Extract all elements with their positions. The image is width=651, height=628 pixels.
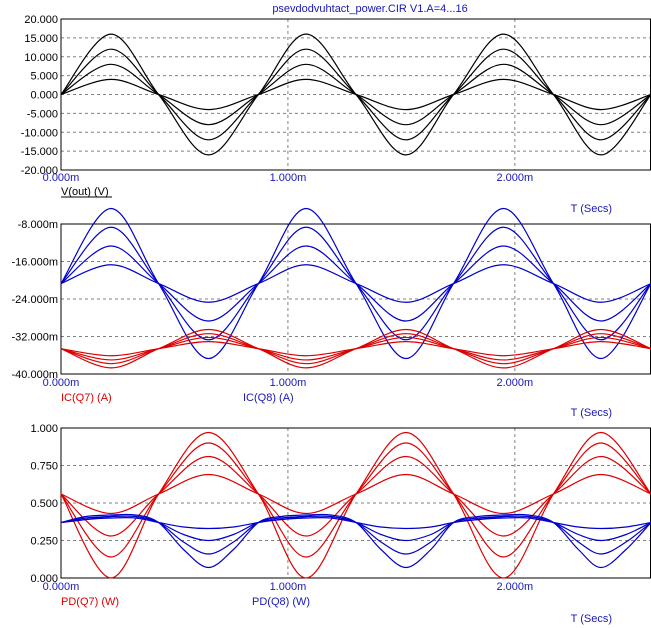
y-tick-label: -24.000m xyxy=(12,294,58,306)
y-tick-label: -5.000 xyxy=(27,108,58,120)
series-group xyxy=(60,431,651,579)
series-line-4 xyxy=(60,207,651,360)
y-tick-label: -20.000 xyxy=(21,165,58,177)
x-axis-label: T (Secs) xyxy=(571,613,612,625)
y-tick-label: -10.000 xyxy=(21,127,58,139)
y-tick-label: 0.000 xyxy=(30,90,58,102)
plot-panel-2: -8.000m -16.000m -24.000m -32.000m -40.000m0… xyxy=(12,207,651,419)
y-tick-label: -40.000m xyxy=(12,369,58,381)
y-tick-label: 20.000 xyxy=(24,14,58,26)
x-tick-label: 1.000m xyxy=(270,377,307,389)
series-group xyxy=(60,33,651,156)
legend-label: V(out) (V) xyxy=(61,186,109,198)
x-tick-label: 2.000m xyxy=(496,377,533,389)
legend-label: IC(Q8) (A) xyxy=(243,392,294,404)
y-tick-label: 5.000 xyxy=(30,71,58,83)
y-tick-label: 0.750 xyxy=(30,461,58,473)
plot-panel-1: 20.000 15.000 10.000 5.000 0.000 -5.000 -10.00… xyxy=(21,14,651,215)
legend-label: PD(Q8) (W) xyxy=(252,596,310,608)
y-tick-label: -16.000m xyxy=(12,257,58,269)
y-tick-label: -15.000 xyxy=(21,146,58,158)
series-group xyxy=(60,207,651,369)
x-tick-label: 2.000m xyxy=(496,581,533,593)
legend-label: PD(Q7) (W) xyxy=(61,596,119,608)
y-tick-label: 0.250 xyxy=(30,536,58,548)
y-tick-label: 0.500 xyxy=(30,498,58,510)
series-line-7 xyxy=(60,515,651,555)
y-tick-label: 0.000 xyxy=(30,573,58,585)
series-line-4 xyxy=(60,431,651,579)
x-tick-label: 1.000m xyxy=(270,581,307,593)
series-line-3 xyxy=(60,442,651,558)
x-axis-label: T (Secs) xyxy=(571,203,612,215)
x-axis-label: T (Secs) xyxy=(571,407,612,419)
y-tick-label: 10.000 xyxy=(24,52,58,64)
x-tick-label: 0.000m xyxy=(43,377,80,389)
x-tick-label: 0.000m xyxy=(43,581,80,593)
y-tick-label: -32.000m xyxy=(12,332,58,344)
y-tick-label: -8.000m xyxy=(18,219,58,231)
series-line-8 xyxy=(60,328,651,369)
x-tick-label: 1.000m xyxy=(270,172,307,184)
plot-panels: 20.000 15.000 10.000 5.000 0.000 -5.000 -10.00… xyxy=(12,14,651,625)
y-tick-label: 15.000 xyxy=(24,33,58,45)
grid-lines xyxy=(61,224,651,374)
series-line-4 xyxy=(60,33,651,156)
x-tick-label: 0.000m xyxy=(43,172,80,184)
window-title: psevdodvuhtact_power.CIR V1.A=4...16 xyxy=(272,3,467,15)
grid-lines xyxy=(61,428,651,578)
x-tick-label: 2.000m xyxy=(496,172,533,184)
legend-label: IC(Q7) (A) xyxy=(61,392,112,404)
series-line-8 xyxy=(60,513,651,569)
y-tick-label: 1.000 xyxy=(30,423,58,435)
